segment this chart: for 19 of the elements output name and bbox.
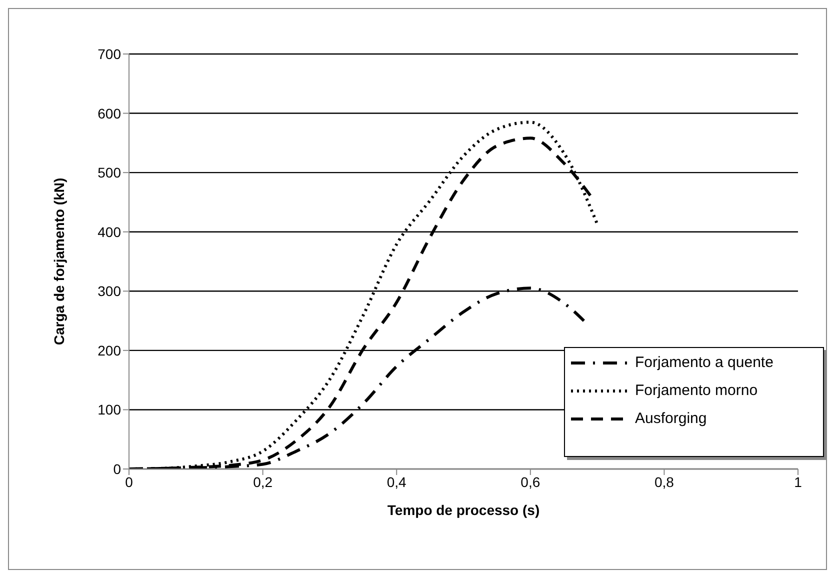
- y-tick-label: 300: [98, 283, 122, 300]
- y-tick-label: 400: [98, 224, 122, 240]
- x-tick-label: 1: [794, 474, 802, 490]
- x-tick-label: 0: [125, 474, 134, 490]
- legend-label: Forjamento a quente: [635, 354, 774, 371]
- y-tick-label: 600: [98, 105, 122, 122]
- y-axis-title: Carga de forjamento (kN): [50, 178, 67, 346]
- x-tick-label: 0,4: [386, 474, 407, 490]
- y-tick-label: 0: [113, 460, 122, 477]
- y-tick-label: 700: [98, 46, 122, 62]
- legend-label: Forjamento morno: [635, 382, 758, 399]
- x-tick-label: 0,8: [654, 474, 674, 490]
- y-tick-label: 500: [98, 164, 122, 181]
- y-tick-label: 100: [98, 402, 122, 418]
- legend-label: Ausforging: [635, 410, 707, 427]
- x-tick-label: 0,2: [253, 474, 273, 490]
- y-tick-label: 200: [98, 342, 122, 358]
- x-tick-label: 0,6: [520, 474, 540, 490]
- x-axis-title: Tempo de processo (s): [387, 502, 540, 518]
